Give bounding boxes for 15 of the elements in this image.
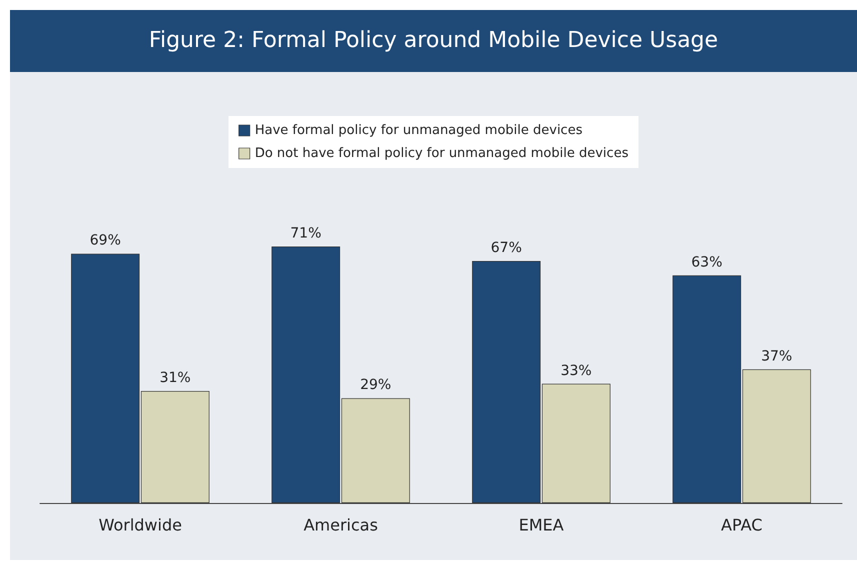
data-label: 31%: [160, 370, 191, 386]
data-label: 29%: [360, 377, 392, 394]
x-tick-label: APAC: [721, 516, 762, 534]
x-tick-label: Worldwide: [98, 516, 182, 534]
data-label: 37%: [761, 348, 792, 364]
chart-title: Figure 2: Formal Policy around Mobile Device Usage: [10, 10, 857, 72]
data-label: 67%: [490, 240, 522, 256]
data-label: 63%: [691, 254, 722, 270]
data-label: 69%: [90, 232, 121, 249]
data-label: 71%: [290, 226, 322, 242]
x-tick-label: Americas: [304, 516, 378, 534]
x-tick-label: EMEA: [518, 516, 564, 534]
legend-label: Have formal policy for unmanaged mobile devices: [254, 123, 583, 138]
legend-label: Do not have formal policy for unmanaged mobile devices: [254, 146, 629, 161]
data-label: 33%: [560, 362, 592, 379]
